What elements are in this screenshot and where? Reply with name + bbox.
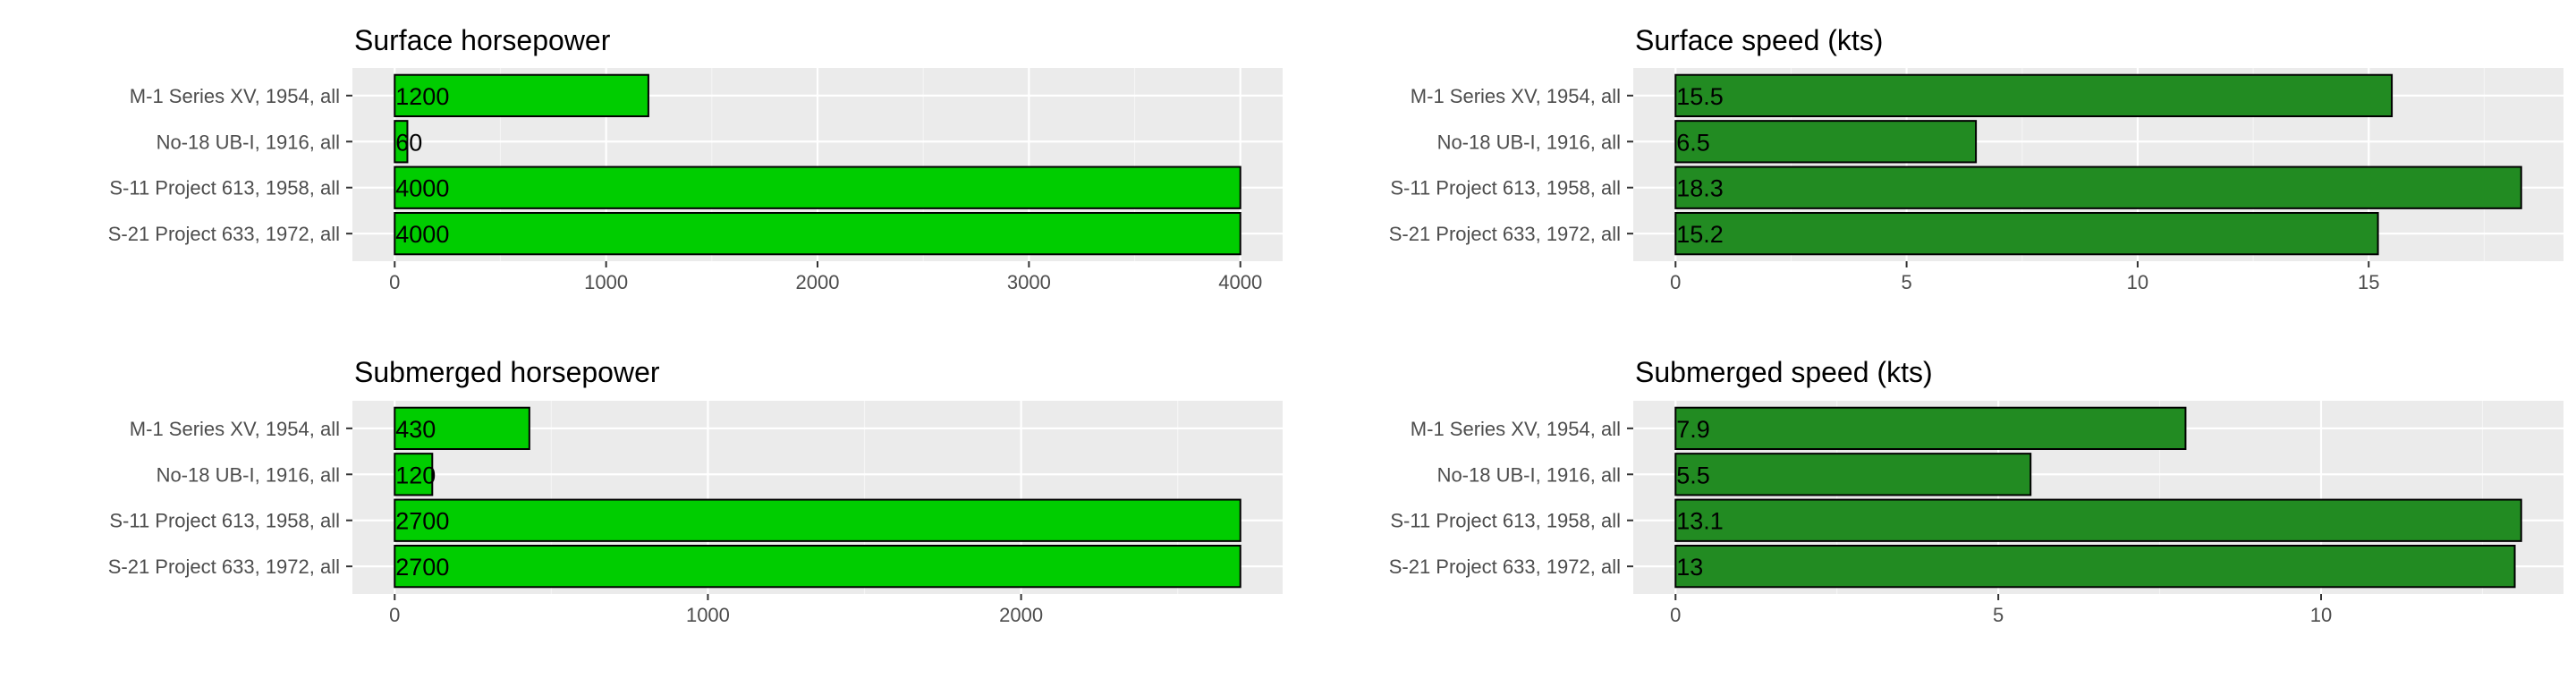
bar xyxy=(394,120,409,164)
chart-title: Surface speed (kts) xyxy=(1635,24,1883,56)
bar xyxy=(394,73,649,117)
bar xyxy=(1674,73,2394,117)
category-label: S-21 Project 633, 1972, all xyxy=(108,223,340,245)
bar xyxy=(1674,545,2516,589)
chart-title: Submerged speed (kts) xyxy=(1635,356,1933,388)
x-tick-label: 15 xyxy=(2358,271,2379,293)
category-label: M-1 Series XV, 1954, all xyxy=(130,418,340,440)
category-label: No-18 UB-I, 1916, all xyxy=(157,463,340,486)
category-label: S-11 Project 613, 1958, all xyxy=(1390,510,1621,532)
x-tick-label: 0 xyxy=(1670,271,1681,293)
data-label: 4000 xyxy=(395,175,449,202)
bar xyxy=(394,212,1241,256)
data-label: 13 xyxy=(1676,554,1703,581)
x-tick-label: 0 xyxy=(389,271,400,293)
bar xyxy=(394,545,1241,589)
bar xyxy=(1674,165,2522,209)
x-tick-label: 5 xyxy=(1993,604,2004,626)
chart-panel-surface-speed-kts: Surface speed (kts) 15.5 6.5 18.3 15.2 M-1 Se… xyxy=(1389,24,2563,293)
bar xyxy=(394,165,1241,209)
bar xyxy=(1674,498,2522,542)
chart-panel-submerged-speed-kts: Submerged speed (kts) 7.9 5.5 13.1 13 M-1 Ser… xyxy=(1389,356,2563,626)
bar xyxy=(1674,120,1978,164)
category-label: S-21 Project 633, 1972, all xyxy=(1389,223,1621,245)
x-tick-label: 0 xyxy=(1670,604,1681,626)
data-label: 18.3 xyxy=(1676,175,1724,202)
x-tick-label: 4000 xyxy=(1218,271,1262,293)
category-label: No-18 UB-I, 1916, all xyxy=(157,131,340,153)
data-label: 2700 xyxy=(395,508,449,535)
data-label: 15.5 xyxy=(1676,83,1724,110)
data-label: 7.9 xyxy=(1676,416,1710,443)
category-label: M-1 Series XV, 1954, all xyxy=(1411,85,1621,107)
bar xyxy=(1674,212,2379,256)
category-label: S-21 Project 633, 1972, all xyxy=(1389,556,1621,578)
data-label: 5.5 xyxy=(1676,462,1710,488)
data-label: 4000 xyxy=(395,221,449,248)
data-label: 430 xyxy=(395,416,436,443)
data-label: 2700 xyxy=(395,554,449,581)
category-label: M-1 Series XV, 1954, all xyxy=(130,85,340,107)
x-tick-label: 10 xyxy=(2127,271,2148,293)
x-tick-label: 2000 xyxy=(796,271,840,293)
category-label: M-1 Series XV, 1954, all xyxy=(1411,418,1621,440)
chart-title: Surface horsepower xyxy=(354,24,611,56)
bar xyxy=(394,498,1241,542)
data-label: 120 xyxy=(395,462,436,488)
x-tick-label: 10 xyxy=(2310,604,2332,626)
data-label: 15.2 xyxy=(1676,221,1724,248)
bar xyxy=(394,406,530,451)
x-tick-label: 3000 xyxy=(1007,271,1051,293)
data-label: 1200 xyxy=(395,83,449,110)
category-label: No-18 UB-I, 1916, all xyxy=(1437,463,1621,486)
data-label: 13.1 xyxy=(1676,508,1724,535)
chart-title: Submerged horsepower xyxy=(354,356,660,388)
chart-panel-submerged-horsepower: Submerged horsepower 430 120 2700 2700 M-1 Se… xyxy=(108,356,1283,626)
x-tick-label: 0 xyxy=(389,604,400,626)
bar xyxy=(1674,406,2187,451)
category-label: S-11 Project 613, 1958, all xyxy=(109,177,340,199)
data-label: 6.5 xyxy=(1676,129,1710,156)
x-tick-label: 1000 xyxy=(584,271,628,293)
category-label: S-21 Project 633, 1972, all xyxy=(108,556,340,578)
category-label: S-11 Project 613, 1958, all xyxy=(1390,177,1621,199)
chart-panel-surface-horsepower: Surface horsepower 1200 60 4000 4000 M-1 Seri… xyxy=(108,24,1283,293)
x-tick-label: 2000 xyxy=(999,604,1043,626)
bar xyxy=(394,453,434,496)
bar xyxy=(1674,453,2032,496)
x-tick-label: 1000 xyxy=(686,604,730,626)
x-tick-label: 5 xyxy=(1901,271,1911,293)
category-label: No-18 UB-I, 1916, all xyxy=(1437,131,1621,153)
data-label: 60 xyxy=(395,129,422,156)
category-label: S-11 Project 613, 1958, all xyxy=(109,510,340,532)
